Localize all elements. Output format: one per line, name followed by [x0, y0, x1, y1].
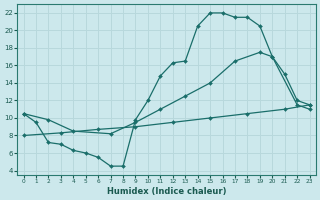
X-axis label: Humidex (Indice chaleur): Humidex (Indice chaleur) [107, 187, 226, 196]
